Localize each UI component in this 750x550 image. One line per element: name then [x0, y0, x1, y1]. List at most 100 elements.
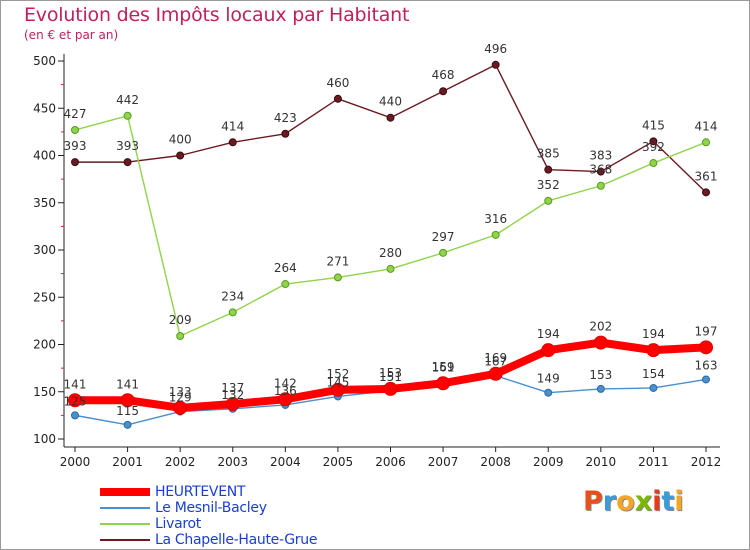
data-label: 149: [537, 372, 560, 386]
data-label: 280: [379, 246, 402, 260]
x-tick-label: 2000: [60, 455, 91, 469]
data-label: 136: [274, 384, 297, 398]
chart-axes: 100 150 200 250 300 350 400 450 500 2000 2001 2002 2…: [33, 54, 721, 469]
data-point: [436, 376, 451, 391]
data-label: 194: [642, 327, 665, 341]
data-label: 132: [221, 388, 244, 402]
y-tick-label: 500: [33, 54, 56, 68]
y-tick-label: 250: [33, 290, 56, 304]
data-point: [596, 181, 605, 190]
data-label: 142: [274, 376, 297, 390]
data-point: [491, 230, 500, 239]
data-label: 194: [537, 327, 560, 341]
data-label: 393: [116, 139, 139, 153]
data-label: 423: [274, 111, 297, 125]
legend-swatch: [100, 523, 150, 525]
data-point: [544, 165, 553, 174]
data-label: 202: [589, 320, 612, 334]
data-label: 361: [695, 169, 718, 183]
data-point: [488, 366, 503, 381]
data-point: [649, 159, 658, 168]
data-point: [176, 331, 185, 340]
data-point: [383, 381, 398, 396]
data-point: [596, 384, 605, 393]
y-tick-label: 400: [33, 149, 56, 163]
data-label: 415: [642, 118, 665, 132]
legend-item: La Chapelle-Haute-Grue: [100, 532, 420, 548]
data-label: 153: [379, 366, 402, 380]
data-label: 385: [537, 147, 560, 161]
legend-label: La Chapelle-Haute-Grue: [155, 532, 318, 548]
data-point: [123, 111, 132, 120]
x-tick-label: 2005: [323, 455, 354, 469]
data-label: 141: [64, 377, 87, 391]
x-tick-label: 2011: [638, 455, 669, 469]
data-point: [333, 94, 342, 103]
data-label: 197: [695, 324, 718, 338]
data-label: 115: [116, 404, 139, 418]
data-label: 209: [169, 313, 192, 327]
data-point: [225, 397, 240, 412]
y-tick-label: 150: [33, 385, 56, 399]
x-tick-label: 2009: [533, 455, 564, 469]
x-tick-label: 2004: [270, 455, 301, 469]
legend-swatch: [100, 488, 150, 496]
data-label: 133: [169, 385, 192, 399]
y-tick-label: 200: [33, 338, 56, 352]
data-point: [649, 137, 658, 146]
data-point: [702, 188, 710, 197]
x-tick-label: 2002: [165, 455, 196, 469]
data-point: [123, 158, 132, 167]
chart-subtitle: (en € et par an): [24, 28, 119, 42]
chart-series: [68, 60, 713, 429]
data-label: 316: [484, 212, 507, 226]
data-point: [176, 151, 185, 160]
proxiti-logo: Proxiti: [583, 486, 684, 517]
data-label: 152: [326, 367, 349, 381]
data-point: [702, 375, 710, 384]
data-point: [68, 393, 82, 408]
legend-label: Le Mesnil-Bacley: [155, 500, 267, 516]
data-label: 400: [169, 133, 192, 147]
data-point: [541, 343, 556, 358]
data-label: 414: [695, 119, 718, 133]
data-point: [228, 138, 237, 147]
data-label: 297: [432, 230, 455, 244]
y-tick-label: 450: [33, 101, 56, 115]
legend-item: Livarot: [100, 516, 420, 532]
data-point: [71, 411, 79, 420]
data-label: 153: [589, 368, 612, 382]
data-point: [544, 388, 553, 397]
data-label: 468: [432, 68, 455, 82]
data-point: [120, 393, 135, 408]
data-label: 125: [64, 394, 87, 408]
y-tick-label: 300: [33, 243, 56, 257]
legend-label: Livarot: [155, 516, 201, 532]
y-tick-label: 100: [33, 432, 56, 446]
data-label: 442: [116, 93, 139, 107]
data-label: 154: [642, 367, 665, 381]
x-tick-label: 2003: [217, 455, 248, 469]
data-label: 383: [589, 149, 612, 163]
data-point: [544, 196, 553, 205]
data-point: [173, 400, 188, 415]
data-point: [646, 343, 661, 358]
data-label: 159: [432, 360, 455, 374]
data-point: [123, 420, 132, 429]
data-point: [281, 129, 290, 138]
data-label: 352: [537, 178, 560, 192]
x-tick-label: 2001: [112, 455, 143, 469]
data-point: [649, 383, 658, 392]
data-labels: 393 393 400 414 423 460 440 468 496 385 383 415 361 4…: [64, 42, 718, 418]
data-label: 169: [484, 351, 507, 365]
data-point: [593, 335, 608, 350]
data-label: 167: [484, 355, 507, 369]
data-point: [491, 60, 500, 69]
data-point: [333, 273, 342, 282]
legend-item: Le Mesnil-Bacley: [100, 500, 420, 516]
data-point: [596, 167, 605, 176]
data-point: [228, 308, 237, 317]
data-label: 414: [221, 119, 244, 133]
data-point: [281, 280, 290, 289]
